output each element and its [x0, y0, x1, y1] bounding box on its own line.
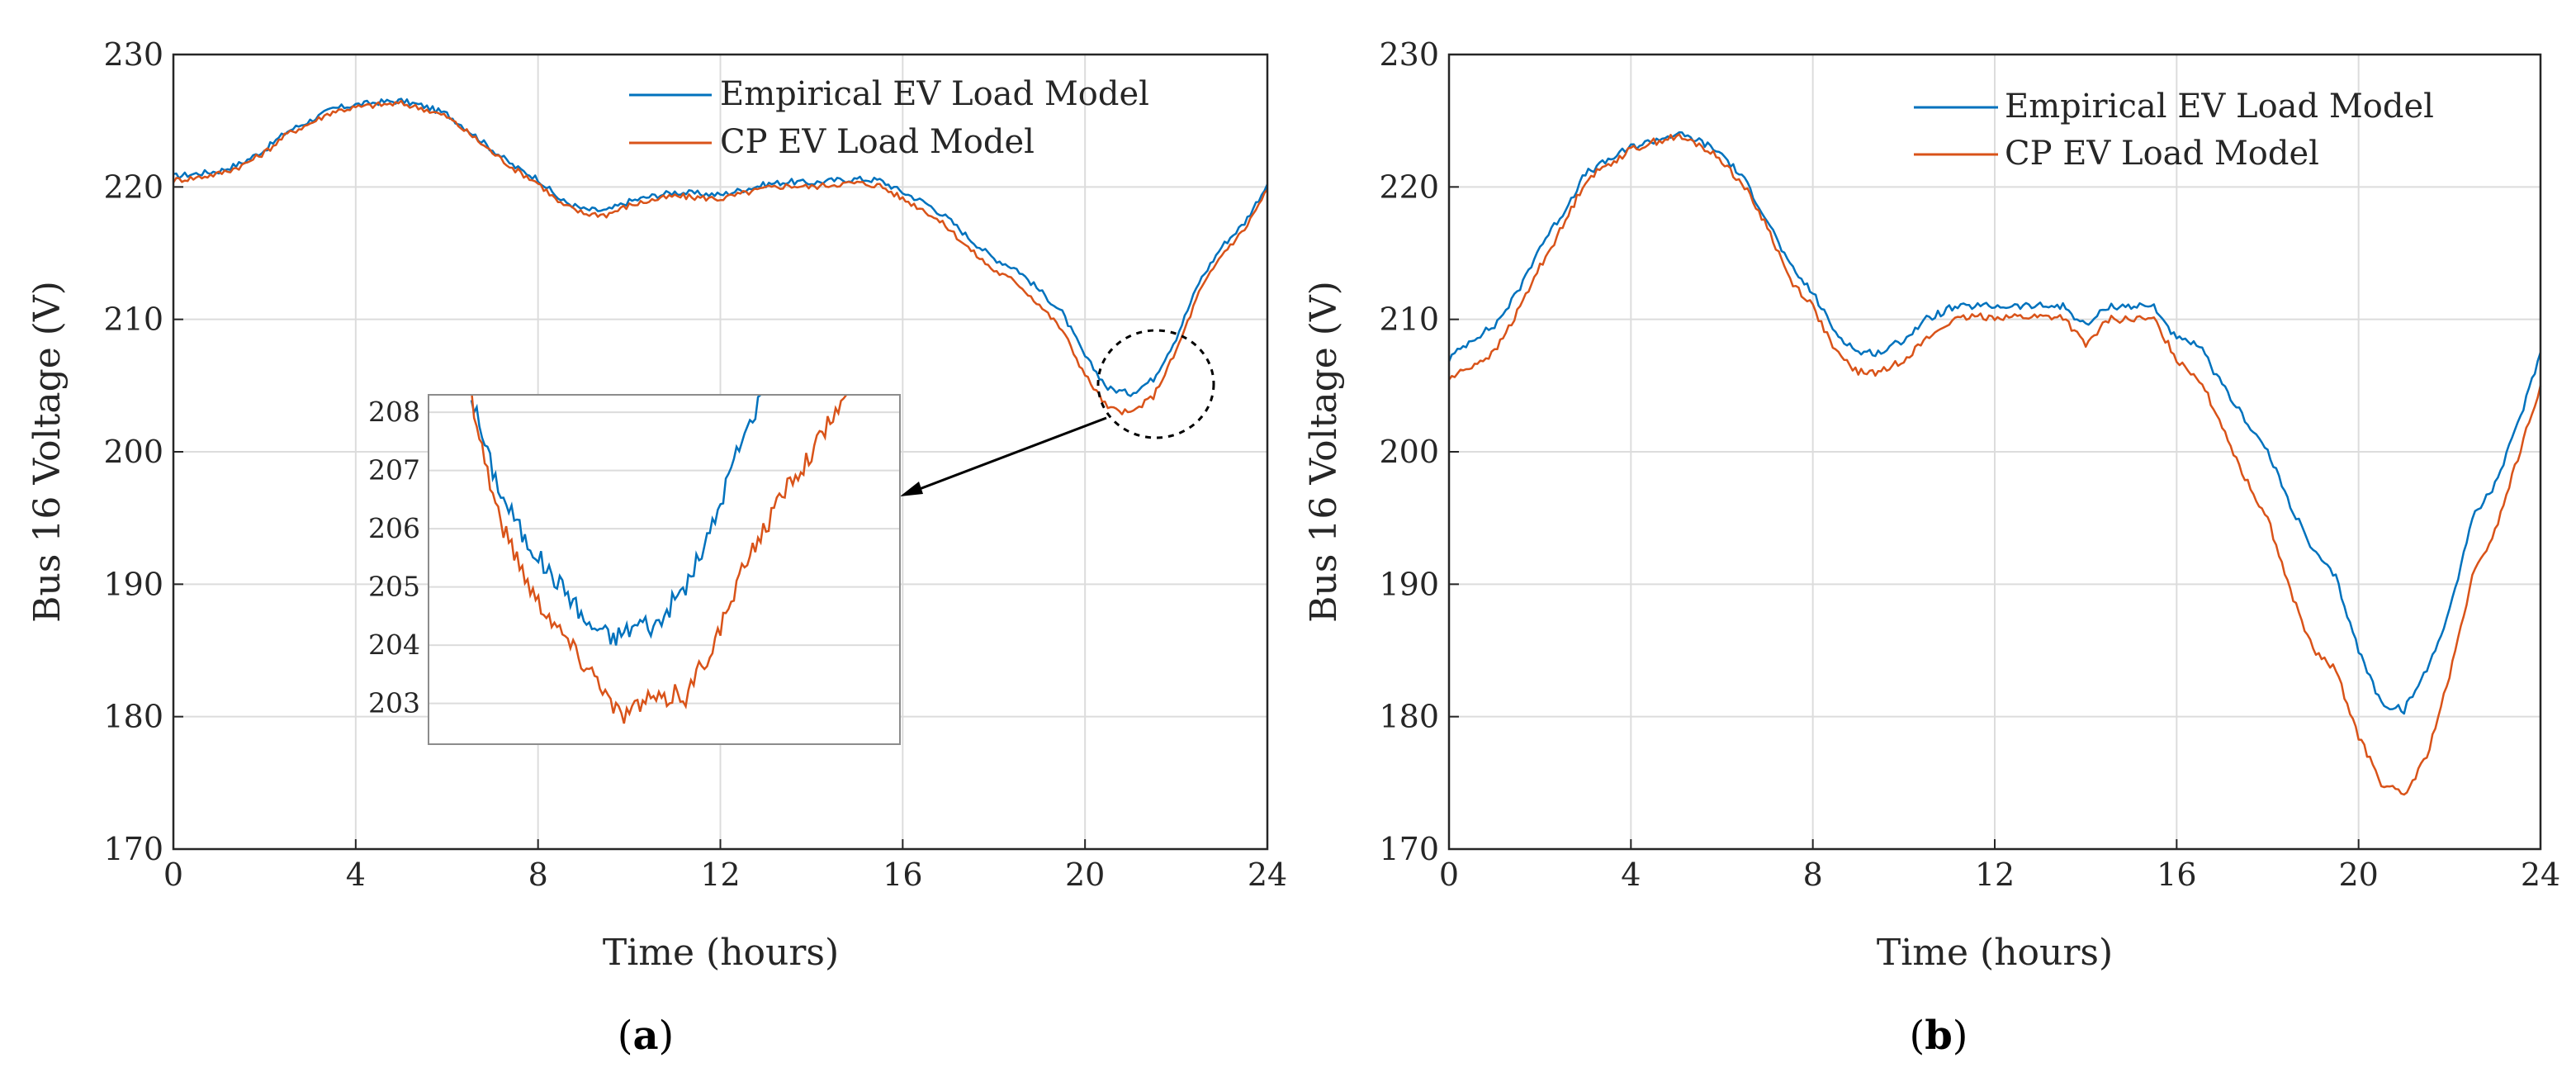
panel-label-a: (a)	[618, 1013, 675, 1059]
inset-series-empirical-line	[470, 395, 762, 646]
chart-a-x-label: Time (hours)	[603, 932, 839, 974]
chart-a-x-tick-5: 20	[1065, 857, 1105, 893]
chart-b-series-empirical-line	[1447, 131, 2542, 715]
chart-a-x-tick-2: 8	[528, 857, 548, 893]
zoom-arrow-head	[900, 482, 923, 496]
chart-a-y-tick-5: 220	[103, 168, 163, 205]
chart-b-series-cp-line	[1448, 133, 2542, 796]
chart-a-series-empirical-line	[173, 97, 1269, 397]
inset-y-tick-1: 204	[368, 629, 420, 661]
chart-b-x-label: Time (hours)	[1877, 932, 2113, 974]
chart-b-y-tick-2: 190	[1379, 566, 1439, 602]
inset-y-tick-2: 205	[368, 571, 420, 603]
chart-b-x-tick-2: 8	[1803, 857, 1823, 893]
inset-grid	[429, 411, 900, 705]
chart-b-ticks: 0 4 8 12 16 20 24 170 180 190 200 210 220 230	[1379, 36, 2560, 893]
panel-label-b: (b)	[1909, 1013, 1968, 1059]
panel-label-a-letter: a	[632, 1013, 658, 1059]
chart-b-y-tick-1: 180	[1379, 699, 1439, 735]
chart-a-x-tick-0: 0	[163, 857, 183, 893]
zoom-region-circle	[1096, 329, 1215, 439]
chart-b-legend: Empirical EV Load Model CP EV Load Model	[1914, 88, 2434, 173]
chart-b-x-tick-6: 24	[2521, 857, 2560, 893]
inset-chart: 203 204 205 206 207 208	[368, 394, 901, 745]
chart-a-x-tick-3: 12	[700, 857, 740, 893]
chart-a-y-tick-3: 200	[103, 434, 163, 470]
chart-b-x-tick-1: 4	[1621, 857, 1641, 893]
panel-label-b-letter: b	[1925, 1013, 1953, 1059]
inset-series-cp-line	[471, 395, 848, 724]
chart-b-y-label: Bus 16 Voltage (V)	[1303, 281, 1345, 623]
chart-a-series-cp-line	[172, 99, 1268, 415]
chart-b: 0 4 8 12 16 20 24 170 180 190 200 210 220 230 Empiric…	[1303, 36, 2560, 1059]
chart-b-y-tick-3: 200	[1379, 434, 1439, 470]
chart-b-x-tick-4: 16	[2157, 857, 2196, 893]
inset-series	[470, 395, 848, 724]
chart-a-series	[172, 97, 1269, 415]
zoom-arrow	[906, 416, 1107, 496]
chart-a-x-tick-4: 16	[883, 857, 922, 893]
chart-b-x-tick-3: 12	[1975, 857, 2015, 893]
chart-a-x-tick-1: 4	[346, 857, 366, 893]
chart-a-legend: Empirical EV Load Model CP EV Load Model	[629, 75, 1149, 161]
inset-y-tick-3: 206	[368, 512, 420, 544]
legend-a-label-empirical: Empirical EV Load Model	[720, 75, 1149, 113]
chart-b-y-tick-5: 220	[1379, 168, 1439, 205]
chart-b-x-tick-0: 0	[1439, 857, 1459, 893]
legend-b-label-cp: CP EV Load Model	[2005, 135, 2319, 173]
chart-a-y-tick-2: 190	[103, 566, 163, 602]
chart-a-y-tick-0: 170	[103, 831, 163, 867]
inset-y-tick-4: 207	[368, 454, 420, 486]
chart-b-series	[1447, 131, 2542, 796]
inset-ticks: 203 204 205 206 207 208	[368, 396, 420, 719]
chart-a-y-tick-4: 210	[103, 301, 163, 338]
inset-y-tick-5: 208	[368, 396, 420, 428]
chart-a-y-tick-6: 230	[103, 36, 163, 73]
inset-y-tick-0: 203	[368, 687, 420, 719]
chart-b-grid	[1448, 54, 2541, 850]
chart-b-x-tick-5: 20	[2338, 857, 2378, 893]
inset-frame	[428, 394, 901, 745]
chart-a-y-label: Bus 16 Voltage (V)	[26, 281, 69, 623]
chart-a-y-tick-1: 180	[103, 699, 163, 735]
chart-b-y-tick-0: 170	[1379, 831, 1439, 867]
chart-a-ticks: 0 4 8 12 16 20 24 170 180 190 200 210 220 230	[103, 36, 1287, 893]
legend-a-label-cp: CP EV Load Model	[720, 123, 1035, 161]
chart-a-x-tick-6: 24	[1248, 857, 1287, 893]
legend-b-label-empirical: Empirical EV Load Model	[2005, 88, 2434, 126]
chart-b-y-tick-6: 230	[1379, 36, 1439, 73]
inset-background	[429, 395, 900, 744]
chart-b-y-tick-4: 210	[1379, 301, 1439, 338]
